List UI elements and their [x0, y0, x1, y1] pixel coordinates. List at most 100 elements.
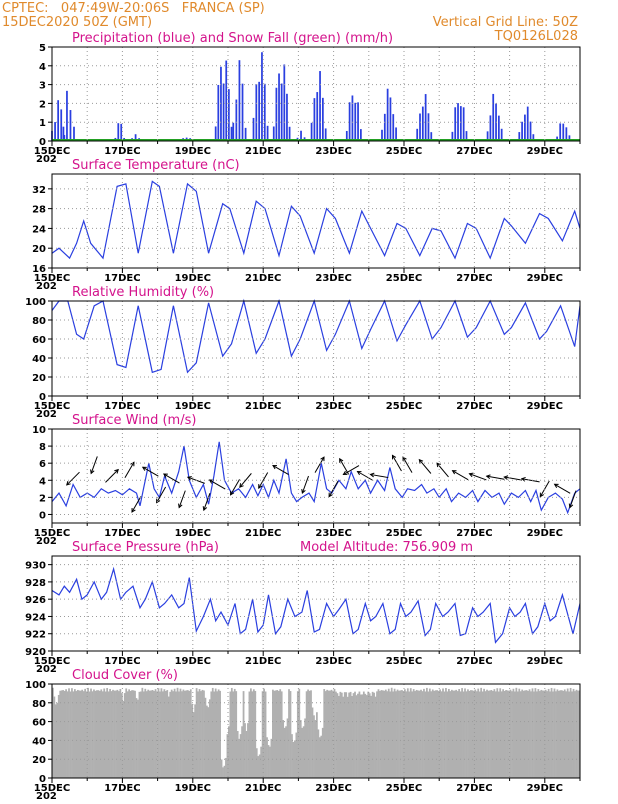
cloud-bar — [153, 691, 155, 778]
wind-arrow-head — [418, 458, 424, 464]
wind-arrow — [124, 461, 135, 479]
cloud-bar — [472, 690, 475, 778]
precip-bar — [63, 135, 66, 141]
cloud-bar — [497, 691, 500, 778]
cloud-bar — [71, 688, 73, 778]
cloud-bar — [496, 688, 499, 778]
wind-arrow — [468, 472, 487, 481]
precip-bar — [57, 100, 60, 141]
wind-arrow-shaft — [539, 480, 550, 497]
wind-ytick-label: 8 — [39, 442, 46, 453]
precip-bar — [526, 106, 529, 141]
wind-arrow-head — [485, 474, 491, 480]
cloud-bar — [156, 691, 158, 778]
temperature-xtick-label: 23DEC — [315, 273, 351, 284]
temperature-frame — [51, 173, 581, 269]
cloud-bar — [530, 691, 532, 778]
cloud-bar — [527, 690, 529, 778]
cloud-bar — [172, 691, 175, 778]
precip-bar — [392, 114, 395, 141]
cloud-bar — [349, 691, 352, 778]
cloud-bar — [559, 690, 562, 778]
precip-bar — [454, 107, 457, 141]
pressure-ytick-label: 926 — [25, 595, 46, 606]
precip-bar — [120, 123, 123, 141]
cloud-bar — [374, 696, 377, 778]
cloud-bar — [361, 694, 364, 778]
cloud-bar — [380, 690, 383, 778]
cloud-bar — [260, 746, 263, 778]
cloud-bar — [195, 688, 198, 778]
precip-bar — [266, 125, 269, 141]
temperature-xtick-label: 17DEC — [104, 273, 140, 284]
cloud-bar — [94, 690, 97, 778]
cloud-bar — [544, 689, 547, 778]
cloud-bar — [538, 691, 541, 778]
cloud-bar — [112, 689, 114, 778]
wind-title: Surface Wind (m/s) — [72, 413, 196, 428]
wind-arrow — [328, 480, 339, 498]
cloud-bar — [65, 689, 67, 778]
precip-bar — [230, 126, 233, 141]
wind-arrow-shaft — [370, 473, 389, 479]
cloud-bar — [104, 691, 107, 778]
wind-arrow — [162, 473, 180, 484]
wind-arrow-head — [239, 483, 244, 488]
cloud-bar — [144, 688, 147, 778]
precip-bar — [562, 123, 565, 141]
wind-arrow-shaft — [203, 493, 211, 511]
cloud-bar — [428, 688, 431, 778]
cloud-bar — [263, 688, 265, 778]
cloud-bar — [475, 691, 478, 778]
humidity-line — [51, 298, 581, 374]
cloud-frame — [51, 683, 581, 779]
cloud-bar — [276, 690, 279, 778]
wind-xtick-label: 15DEC — [34, 528, 70, 539]
wind-xtick-label: 29DEC — [527, 528, 563, 539]
precip-bar — [386, 88, 389, 141]
cloud-bar — [138, 691, 141, 778]
precip-ytick-label: 3 — [39, 81, 46, 92]
cloud-ytick-label: 100 — [25, 680, 46, 691]
precip-bar — [559, 123, 562, 141]
cloud-bar — [409, 688, 412, 778]
cloud-bar — [423, 688, 425, 778]
cloud-bar — [192, 712, 195, 778]
cloud-ytick-label: 80 — [32, 699, 46, 710]
cloud-bar — [465, 691, 468, 778]
humidity-ytick-label: 100 — [25, 297, 46, 308]
precip-bar — [532, 134, 535, 141]
cloud-bar — [282, 720, 285, 778]
cloud-bar — [399, 690, 402, 778]
precip-bar — [500, 128, 503, 141]
cloud-bar — [572, 688, 575, 778]
cloud-bar — [343, 692, 346, 778]
cloud-bar — [230, 687, 233, 778]
wind-arrow — [156, 486, 167, 504]
wind-arrow-shaft — [452, 470, 469, 481]
cloud-bar — [543, 690, 546, 778]
cloud-bar — [207, 707, 210, 778]
precip-ytick-label: 0 — [39, 137, 46, 148]
wind-arrow-head — [369, 472, 375, 478]
precip-ytick-label: 2 — [39, 99, 46, 110]
cloud-bar — [142, 691, 145, 778]
temperature-xtick-label: 27DEC — [456, 273, 492, 284]
cloud-bar — [261, 691, 264, 778]
cloud-bar — [279, 689, 282, 778]
precip-bar — [275, 87, 278, 141]
cloud-bar — [310, 690, 312, 778]
wind-ytick-label: 4 — [39, 476, 46, 487]
wind-arrow-head — [568, 503, 574, 509]
wind-arrow-shaft — [209, 479, 226, 490]
cloud-bar — [170, 689, 173, 778]
cloud-bar — [182, 689, 185, 778]
precip-bar — [316, 92, 319, 141]
cloud-bar — [98, 690, 101, 778]
precip-bar — [348, 102, 351, 141]
cloud-bar — [354, 691, 356, 778]
humidity-xtick-label: 23DEC — [315, 401, 351, 412]
cloud-bar — [318, 737, 321, 778]
wind-arrow-shaft — [142, 466, 159, 477]
cloud-bar — [229, 691, 232, 778]
